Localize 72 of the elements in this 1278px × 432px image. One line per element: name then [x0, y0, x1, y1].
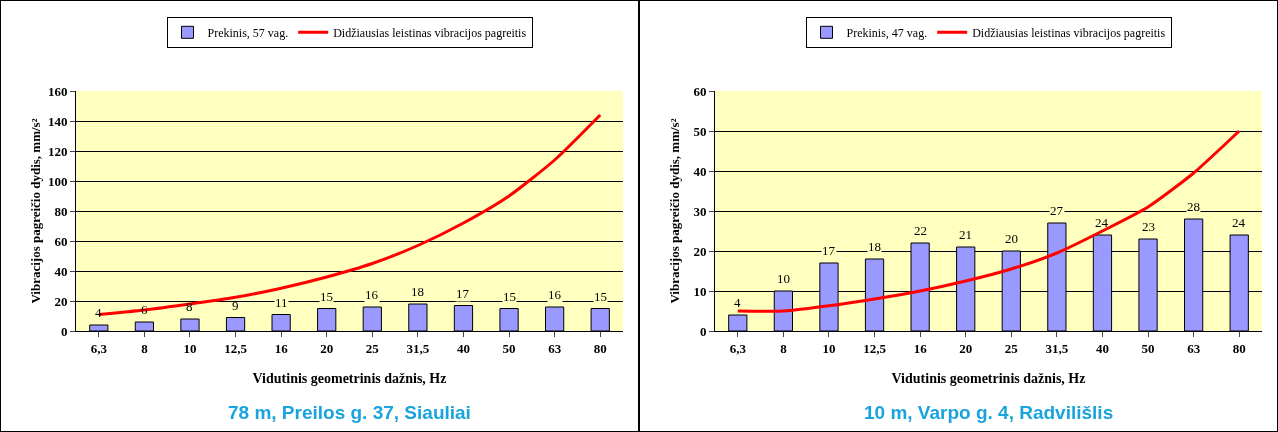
- x-tick-label: 80: [593, 340, 607, 356]
- legend-label: Prekinis, 57 vag.: [207, 25, 289, 40]
- data-label: 4: [95, 305, 102, 320]
- legend-label: Didžiausias leistinas vibracijos pagreitis: [333, 25, 527, 40]
- data-label: 11: [275, 295, 288, 310]
- y-tick-label: 80: [54, 203, 68, 219]
- x-tick-label: 50: [1141, 340, 1155, 356]
- x-tick-label: 31,5: [1045, 340, 1069, 356]
- x-tick-label: 10: [183, 340, 197, 356]
- x-tick-label: 25: [365, 340, 380, 356]
- data-label: 16: [548, 287, 562, 302]
- y-tick-label: 0: [60, 323, 68, 339]
- y-tick-label: 60: [693, 83, 707, 99]
- y-tick-label: 100: [47, 173, 68, 189]
- data-label: 23: [1142, 219, 1155, 234]
- data-label: 15: [594, 289, 607, 304]
- y-tick-label: 40: [54, 263, 68, 279]
- x-tick-label: 20: [320, 340, 334, 356]
- data-label: 4: [734, 295, 741, 310]
- x-tick-label: 31,5: [406, 340, 430, 356]
- data-label: 28: [1187, 199, 1200, 214]
- y-tick-label: 50: [693, 123, 707, 139]
- data-label: 21: [959, 227, 972, 242]
- x-tick-label: 16: [913, 340, 928, 356]
- y-tick-label: 120: [47, 143, 68, 159]
- x-tick-label: 8: [141, 340, 149, 356]
- x-tick-label: 12,5: [863, 340, 887, 356]
- data-label: 17: [456, 286, 470, 301]
- text: 78 m, Preilos g. 37, Siauliai: [228, 402, 471, 423]
- x-tick-label: 16: [274, 340, 289, 356]
- y-tick-label: 30: [693, 203, 707, 219]
- x-tick-label: 50: [502, 340, 516, 356]
- x-tick-label: 20: [959, 340, 973, 356]
- data-label: 16: [365, 287, 379, 302]
- y-tick-label: 20: [693, 243, 707, 259]
- x-tick-label: 10: [822, 340, 836, 356]
- x-tick-label: 63: [1187, 340, 1201, 356]
- y-tick-label: 140: [47, 113, 68, 129]
- x-tick-label: 25: [1004, 340, 1019, 356]
- x-tick-label: 40: [1095, 340, 1109, 356]
- y-tick-label: 20: [54, 293, 68, 309]
- x-axis-title: Vidutinis geometrinis dažnis, Hz: [891, 371, 1086, 386]
- x-tick-label: 6,3: [729, 340, 747, 356]
- data-label: 20: [1005, 231, 1018, 246]
- data-label: 18: [868, 239, 881, 254]
- y-tick-label: 160: [47, 83, 68, 99]
- x-tick-label: 80: [1232, 340, 1246, 356]
- legend-label: Didžiausias leistinas vibracijos pagreitis: [972, 25, 1166, 40]
- data-label: 17: [822, 243, 836, 258]
- data-label: 15: [320, 289, 333, 304]
- x-tick-label: 6,3: [90, 340, 108, 356]
- x-tick-label: 63: [548, 340, 562, 356]
- y-axis-title: Vibracijos pagreičio dydis, mm/s²: [667, 118, 682, 304]
- x-tick-label: 8: [780, 340, 788, 356]
- y-tick-label: 60: [54, 233, 68, 249]
- y-tick-label: 10: [693, 283, 707, 299]
- data-label: 27: [1050, 203, 1064, 218]
- y-tick-label: 40: [693, 163, 707, 179]
- x-axis-title: Vidutinis geometrinis dažnis, Hz: [252, 371, 447, 386]
- y-axis-title: Vibracijos pagreičio dydis, mm/s²: [28, 118, 43, 304]
- data-label: 10: [777, 271, 790, 286]
- y-tick-label: 0: [699, 323, 707, 339]
- x-tick-label: 12,5: [224, 340, 248, 356]
- legend-label: Prekinis, 47 vag.: [846, 25, 928, 40]
- x-tick-label: 40: [456, 340, 470, 356]
- data-label: 22: [914, 223, 927, 238]
- data-label: 15: [503, 289, 516, 304]
- data-label: 24: [1095, 215, 1109, 230]
- data-label: 18: [411, 284, 424, 299]
- text: 10 m, Varpo g. 4, Radvilišlis: [864, 402, 1114, 423]
- data-label: 9: [232, 298, 239, 313]
- data-label: 24: [1232, 215, 1246, 230]
